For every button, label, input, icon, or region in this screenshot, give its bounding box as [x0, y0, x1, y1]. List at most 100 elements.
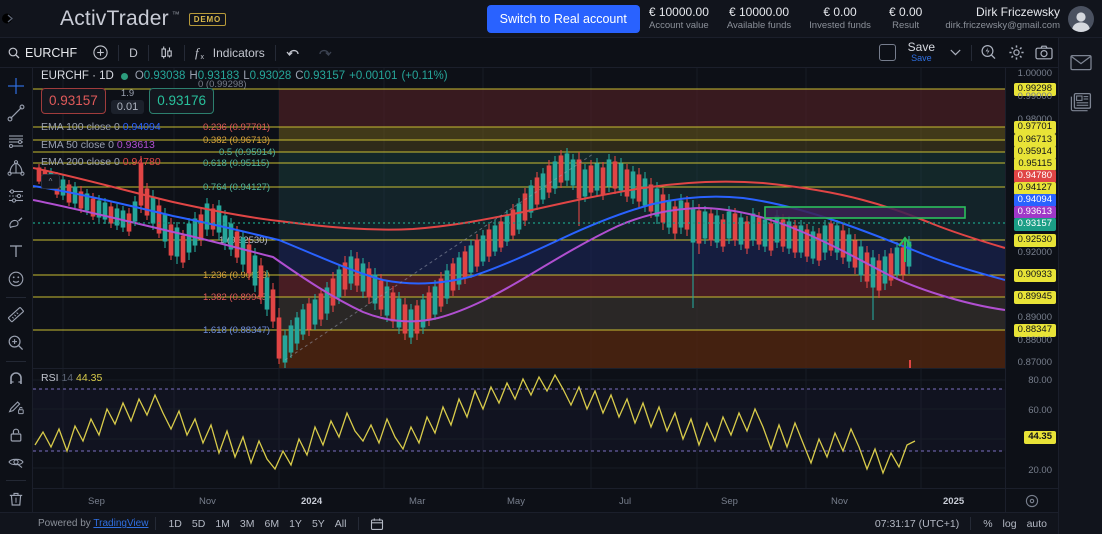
brush-tool[interactable]: [1, 210, 31, 238]
undo-icon: [286, 49, 299, 56]
range-all[interactable]: All: [334, 517, 347, 530]
redo-button[interactable]: [309, 38, 340, 68]
price-tick: 0.92000: [1017, 247, 1052, 258]
log-scale-toggle[interactable]: log: [1002, 517, 1017, 530]
ema-200-line: [33, 167, 1006, 249]
price-tick: 0.88000: [1017, 335, 1052, 346]
ema-50-line: [33, 199, 1006, 323]
draw-lock-tool[interactable]: [1, 393, 31, 421]
range-3m[interactable]: 3M: [239, 517, 255, 530]
time-tick-year: 2025: [943, 496, 965, 507]
zoom-in-tool[interactable]: [1, 329, 31, 357]
stat-available-funds: € 10000.00 Available funds: [718, 5, 800, 32]
mail-button[interactable]: [1066, 48, 1096, 76]
text-tool[interactable]: [1, 237, 31, 265]
layout-select-button[interactable]: [874, 38, 902, 68]
time-tick: Nov: [831, 496, 848, 507]
trend-line-tool[interactable]: [1, 100, 31, 128]
price-badge-fib-1618: 0.88347: [1013, 324, 1056, 338]
range-1d[interactable]: 1D: [168, 517, 182, 530]
auto-scale-toggle[interactable]: auto: [1026, 517, 1047, 530]
price-axis[interactable]: 1.00000 0.99298 0.99000 0.98000 0.97701 …: [1005, 68, 1058, 534]
crosshair-tool[interactable]: [1, 72, 31, 100]
horizontal-lines-icon: [9, 135, 23, 148]
range-5d[interactable]: 5D: [191, 517, 206, 530]
pitchfork-tool[interactable]: [1, 155, 31, 183]
time-tick: May: [507, 496, 525, 507]
price-plot[interactable]: 0 (0.99298) 0.236 (0.97701) 0.382 (0.967…: [33, 68, 1012, 488]
switch-to-real-account-button[interactable]: Switch to Real account: [486, 4, 640, 33]
price-badge-fib-382: 0.96713: [1013, 134, 1056, 148]
header-collapse-icon[interactable]: [0, 0, 22, 38]
lock-drawings-tool[interactable]: [1, 421, 31, 449]
settings-button[interactable]: [1002, 38, 1030, 68]
add-symbol-button[interactable]: [85, 38, 116, 68]
snapshot-button[interactable]: [1030, 38, 1058, 68]
price-badge-ema-200: 0.94780: [1013, 170, 1056, 184]
range-6m[interactable]: 6M: [264, 517, 280, 530]
save-label: Save: [907, 40, 935, 55]
symbol-label: EURCHF: [25, 45, 78, 60]
magnet-tool[interactable]: [1, 366, 31, 394]
horizontal-lines-tool[interactable]: [1, 127, 31, 155]
app-header: ActivTrader ™ DEMO Switch to Real accoun…: [0, 0, 1102, 38]
user-info[interactable]: Dirk Friczewsky dirk.friczewsky@gmail.co…: [931, 5, 1068, 33]
time-axis[interactable]: Sep Nov 2024 Mar May Jul Sep Nov 2025: [33, 488, 1058, 514]
measure-range-tool[interactable]: [1, 182, 31, 210]
brand-name: ActivTrader: [60, 6, 169, 30]
divider: [6, 296, 26, 298]
interval-selector[interactable]: D: [121, 38, 146, 68]
chevron-down-icon: [949, 49, 961, 56]
measure-range-icon: [9, 189, 23, 203]
trash-icon: [9, 492, 23, 506]
save-button[interactable]: Save Save: [902, 41, 941, 63]
price-badge-ema-100: 0.94094: [1013, 194, 1056, 208]
time-tick: Sep: [721, 496, 738, 507]
rsi-period: 14: [61, 372, 74, 384]
stat-invested-funds: € 0.00 Invested funds: [800, 5, 880, 32]
avatar[interactable]: [1068, 5, 1094, 32]
function-icon: f x: [195, 45, 205, 61]
footer-right-group: 07:31:17 (UTC+1) % log auto: [875, 517, 1058, 531]
date-range-icon: [371, 517, 384, 530]
chart-canvas-area[interactable]: 0 (0.99298) 0.236 (0.97701) 0.382 (0.967…: [33, 68, 1058, 534]
ruler-tool[interactable]: [1, 301, 31, 329]
news-button[interactable]: [1066, 88, 1096, 116]
stat-value: € 10000.00: [648, 5, 709, 20]
gear-icon: [1008, 45, 1024, 60]
divider: [147, 44, 149, 61]
legend-collapse-button[interactable]: ^: [41, 174, 60, 190]
time-tick: Jul: [619, 496, 632, 507]
demo-badge: DEMO: [188, 12, 226, 26]
price-badge-fib-1382: 0.89945: [1013, 291, 1056, 305]
price-badge-fib-5: 0.95914: [1013, 146, 1056, 160]
draw-lock-icon: [8, 401, 24, 415]
indicators-button[interactable]: f x Indicators: [187, 38, 273, 68]
range-1m[interactable]: 1M: [215, 517, 230, 530]
hide-drawings-tool[interactable]: [1, 448, 31, 476]
text-tool-icon: [10, 245, 22, 258]
reset-scale-button[interactable]: [1025, 494, 1039, 513]
undo-button[interactable]: [278, 38, 309, 68]
percent-scale-toggle[interactable]: %: [983, 517, 993, 530]
symbol-search[interactable]: EURCHF: [0, 38, 85, 68]
chart-toolbar: EURCHF D f: [0, 38, 1058, 68]
alerts-button[interactable]: [974, 38, 1002, 68]
brush-icon: [9, 216, 23, 228]
date-range-button[interactable]: [366, 517, 388, 531]
remove-drawings-tool[interactable]: [1, 485, 31, 513]
range-1y[interactable]: 1Y: [289, 517, 302, 530]
trendline-dashed: [284, 153, 594, 361]
emoji-tool[interactable]: [1, 265, 31, 293]
tradingview-link[interactable]: TradingView: [93, 518, 149, 529]
rsi-pane[interactable]: RSI 14 44.35: [33, 368, 1005, 488]
price-badge-fib-0: 0.99298: [1013, 83, 1056, 97]
chart-toolbar-right: Save Save: [874, 38, 1058, 68]
rsi-tick: 20.00: [1028, 465, 1052, 476]
chart-style-selector[interactable]: [151, 38, 182, 68]
divider: [6, 479, 26, 481]
save-dropdown-button[interactable]: [941, 38, 969, 68]
range-5y[interactable]: 5Y: [311, 517, 325, 530]
svg-text:0.618 (0.95115): 0.618 (0.95115): [203, 158, 269, 169]
